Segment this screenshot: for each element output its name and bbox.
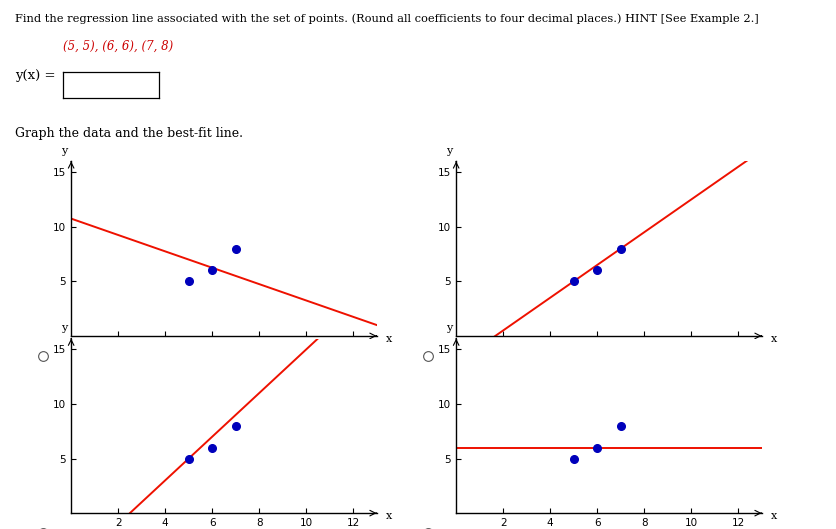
Text: Find the regression line associated with the set of points. (Round all coefficie: Find the regression line associated with… — [15, 13, 758, 24]
Text: y(x) =: y(x) = — [15, 69, 55, 82]
Text: x: x — [385, 512, 392, 522]
Text: x: x — [770, 334, 777, 344]
Text: y: y — [61, 323, 67, 333]
Text: Graph the data and the best-fit line.: Graph the data and the best-fit line. — [15, 127, 242, 140]
Text: y: y — [446, 146, 451, 156]
Text: y: y — [61, 146, 67, 156]
Text: (5, 5), (6, 6), (7, 8): (5, 5), (6, 6), (7, 8) — [63, 40, 173, 53]
Text: x: x — [385, 334, 392, 344]
Text: x: x — [770, 512, 777, 522]
Text: y: y — [446, 323, 451, 333]
